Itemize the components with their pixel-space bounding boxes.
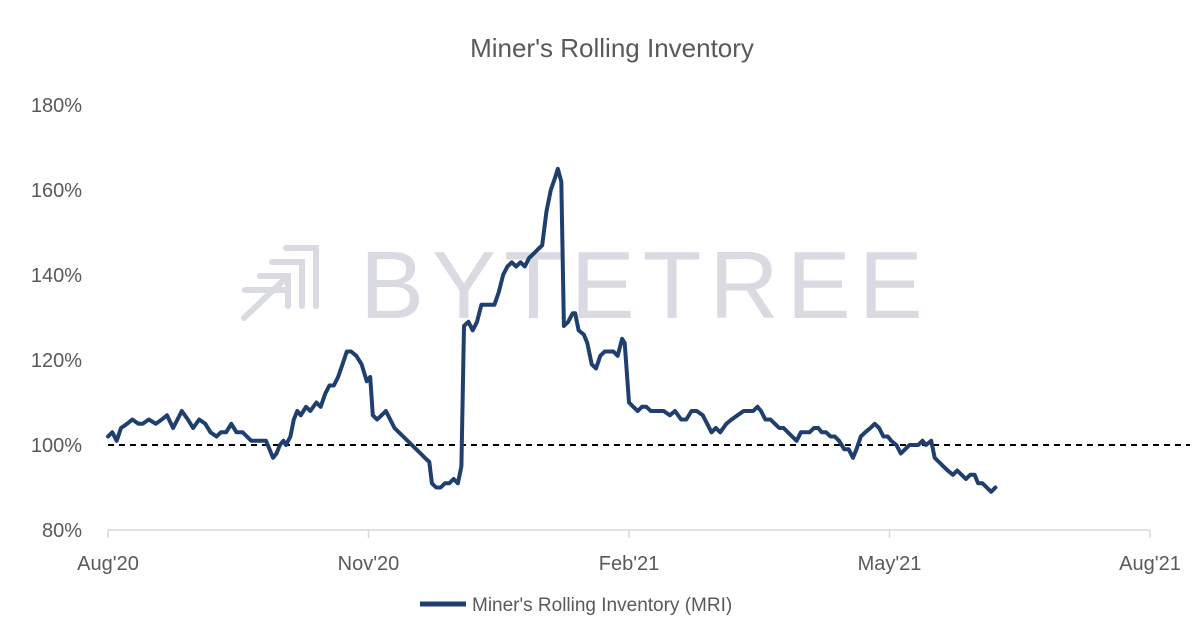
y-axis-ticks: 80% 100% 120% 140% 160% 180% (31, 95, 82, 542)
chart-title: Miner's Rolling Inventory (470, 33, 754, 63)
series-group (106, 166, 998, 494)
y-tick-label: 100% (31, 435, 82, 457)
legend-label: Miner's Rolling Inventory (MRI) (472, 595, 732, 616)
y-tick-label: 180% (31, 95, 82, 117)
y-tick-label: 120% (31, 350, 82, 372)
x-tick-label: Feb'21 (599, 553, 660, 575)
y-tick-label: 80% (42, 520, 82, 542)
y-tick-label: 140% (31, 265, 82, 287)
legend: Miner's Rolling Inventory (MRI) (420, 595, 732, 616)
x-tick-label: Aug'21 (1119, 553, 1181, 575)
watermark-text: BYTETREE (360, 232, 931, 339)
y-tick-label: 160% (31, 180, 82, 202)
x-axis: Aug'20 Nov'20 Feb'21 May'21 Aug'21 (77, 529, 1181, 575)
x-tick-label: May'21 (858, 553, 922, 575)
watermark: BYTETREE (241, 232, 931, 339)
bytetree-logo-icon (241, 245, 319, 321)
series-line-mri (106, 166, 998, 494)
x-tick-label: Aug'20 (77, 553, 139, 575)
x-tick-label: Nov'20 (338, 553, 400, 575)
